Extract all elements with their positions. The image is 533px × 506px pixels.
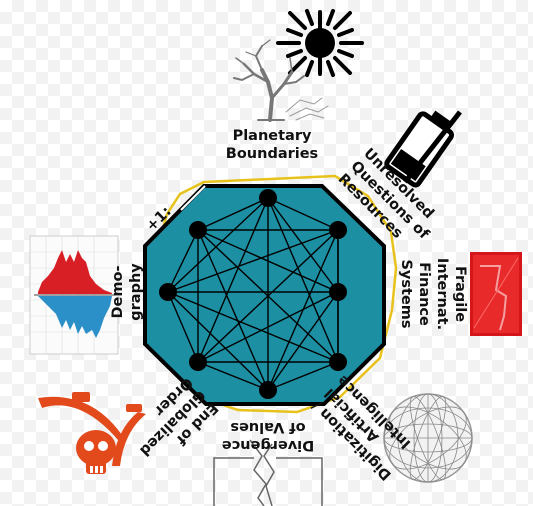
label-planetary-boundaries: Planetary Boundaries [226,128,318,162]
network-node [329,283,347,301]
label-finance-line-3: Finance [416,262,432,326]
label-values-line-2: of Values [230,419,305,435]
network-edge [167,291,339,363]
wire-globe-icon [383,393,473,483]
label-finance-line-1: Fragile [452,266,468,322]
label-finance-line-2: Internat. [434,258,450,330]
network-edge [197,291,339,363]
network-edge [267,197,339,293]
network-edge [167,229,199,293]
label-finance-line-4: Systems [398,259,414,328]
central-network [143,174,398,414]
label-planetary-line-2: Boundaries [226,146,318,162]
network-node [329,353,347,371]
sun-icon [276,9,364,77]
network-node [159,283,177,301]
network-edge [197,229,339,363]
falling-chart-icon [470,252,522,336]
label-divergence-values: Divergence of Values [222,419,315,453]
label-demography: Demo- graphy [110,263,144,321]
label-demo-line-2: graphy [128,263,144,321]
network-edge [197,361,269,391]
broken-wall-icon [213,439,323,506]
dead-tree-icon [233,39,329,122]
network-edge [197,229,339,293]
network-edge [197,197,269,363]
network-edge [197,229,269,391]
octagon-highlight [180,185,206,211]
network-node [259,189,277,207]
network-node [259,381,277,399]
label-fragile-finance: Fragile Internat. Finance Systems [398,258,468,330]
label-planetary-line-1: Planetary [233,128,312,144]
teal-octagon [143,184,386,406]
network-edge [267,291,339,391]
network-edge [267,197,339,231]
network-node [189,221,207,239]
network-edge [167,291,199,363]
network-lines [167,197,339,391]
pirate-skull-icon [38,392,146,474]
network-edge [197,197,269,231]
label-values-line-1: Divergence [222,437,315,453]
label-demo-line-1: Demo- [110,266,126,319]
network-edge [267,361,339,391]
network-edge [167,229,339,293]
network-node [189,353,207,371]
network-edge [167,197,269,293]
network-nodes [159,189,347,399]
empty-battery-icon [384,110,462,188]
network-edge [167,291,269,391]
network-edge [267,197,339,363]
network-node [329,221,347,239]
population-pyramid-icon [29,235,119,355]
